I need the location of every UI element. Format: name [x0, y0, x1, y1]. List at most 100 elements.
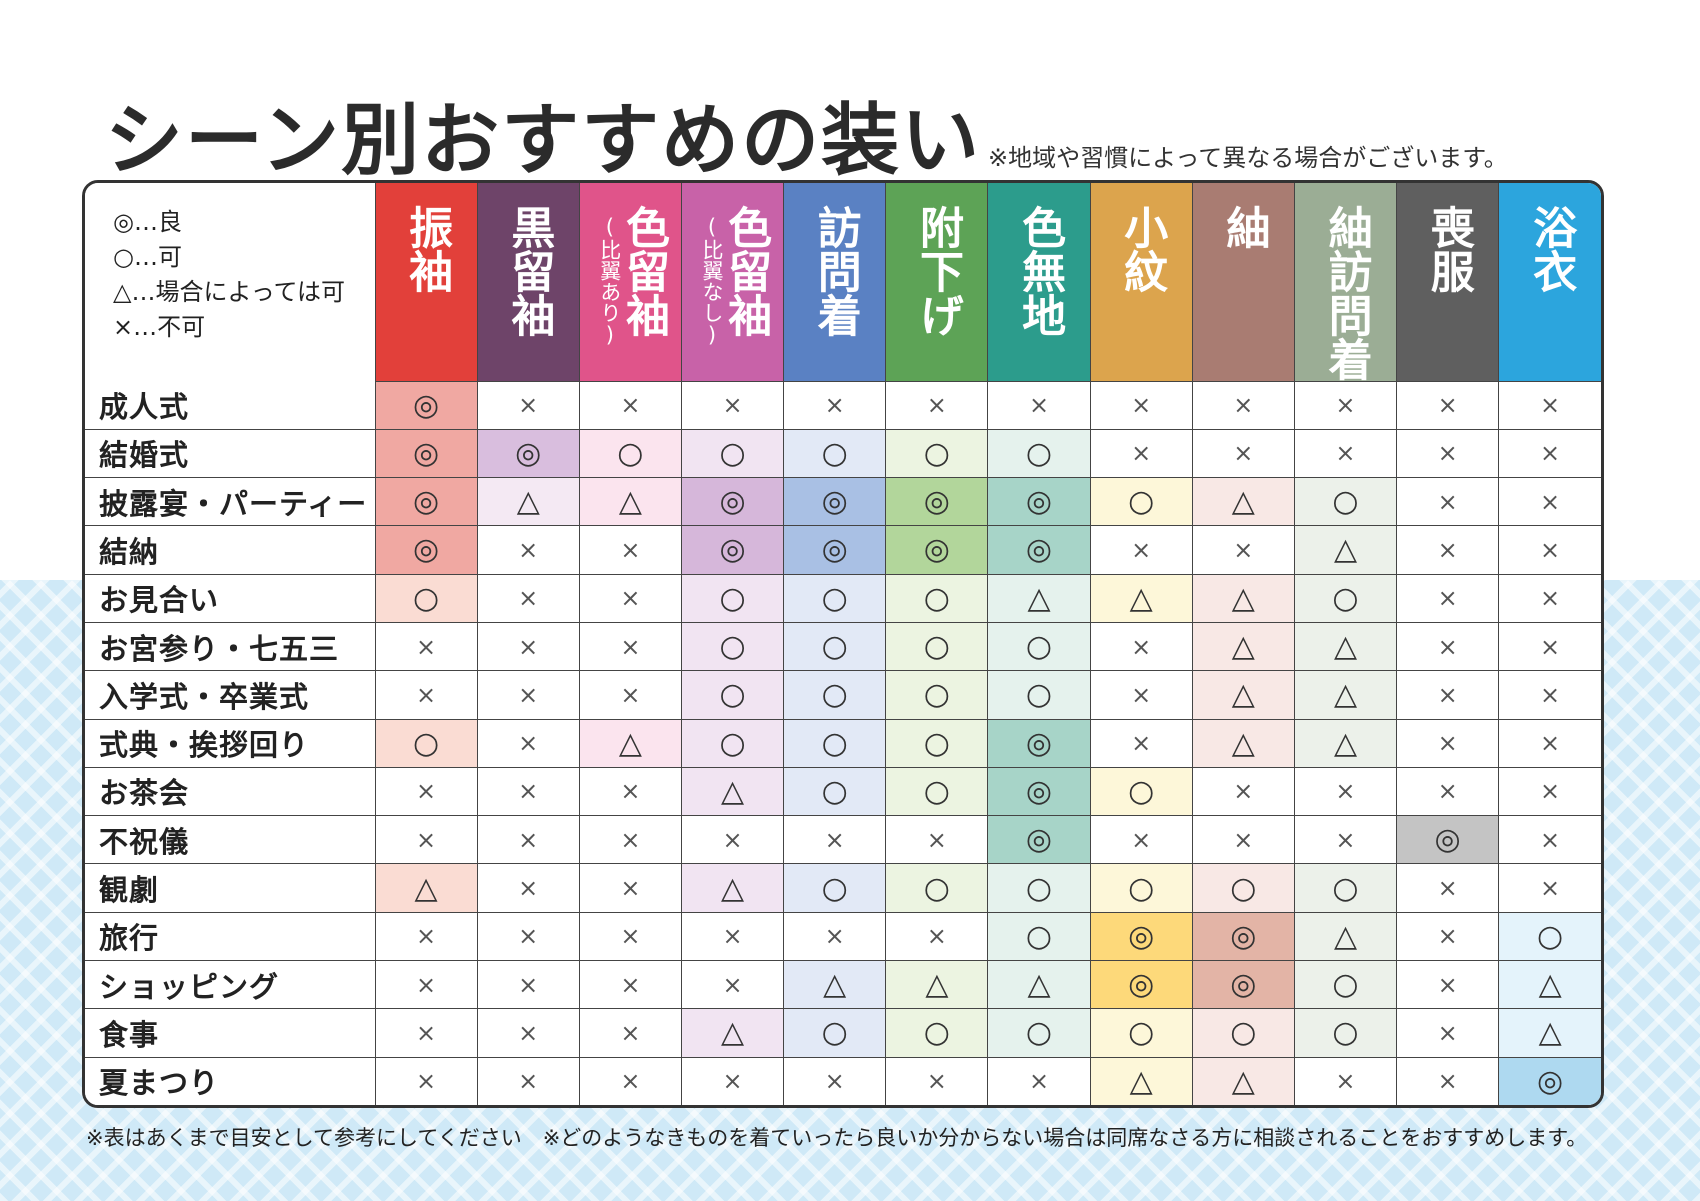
rating-cell: ○	[1191, 863, 1295, 913]
rating-cell: ×	[1498, 815, 1601, 865]
rating-cell: ×	[1396, 766, 1500, 817]
scene-label: 不祝儀	[85, 815, 376, 865]
rating-cell: ○	[1293, 863, 1398, 913]
rating-cell: ◎	[1396, 815, 1500, 865]
rating-cell: ×	[476, 1056, 580, 1105]
rating-cell: ×	[578, 1008, 682, 1058]
rating-cell: △	[1191, 573, 1295, 623]
rating-cell: ×	[578, 959, 682, 1010]
rating-cell: ○	[885, 1008, 989, 1058]
rating-cell: △	[680, 863, 785, 913]
rating-cell: △	[578, 718, 682, 768]
rating-cell: ○	[885, 428, 989, 479]
scene-label: 披露宴・パーティー	[85, 477, 376, 527]
rating-cell: ○	[1089, 766, 1193, 817]
rating-cell: ×	[783, 815, 887, 865]
rating-cell: ×	[680, 381, 785, 430]
rating-cell: ×	[680, 911, 785, 962]
rating-cell: ◎	[885, 525, 989, 575]
rating-cell: ×	[476, 381, 580, 430]
rating-cell: ◎	[783, 477, 887, 527]
rating-cell: ×	[1498, 381, 1601, 430]
rating-cell: ○	[885, 766, 989, 817]
rating-cell: ×	[1396, 670, 1500, 720]
rating-cell: ◎	[783, 525, 887, 575]
rating-cell: △	[1293, 525, 1398, 575]
rating-cell: ×	[578, 573, 682, 623]
rating-cell: ×	[1089, 621, 1193, 672]
rating-cell: ×	[1498, 621, 1601, 672]
rating-cell: ○	[885, 863, 989, 913]
rating-cell: △	[1498, 959, 1601, 1010]
rating-cell: ◎	[987, 525, 1091, 575]
rating-cell: ×	[1293, 381, 1398, 430]
table-row: 夏まつり × × × × × × × △ △ × × ◎	[85, 1056, 1601, 1105]
rating-cell: ×	[1293, 428, 1398, 479]
table-row: 入学式・卒業式 × × × ○ ○ ○ ○ × △ △ × ×	[85, 670, 1601, 720]
rating-cell: △	[578, 477, 682, 527]
scene-label: 結婚式	[85, 428, 376, 479]
rating-cell: ○	[1089, 863, 1193, 913]
column-header-mofuku: 喪服	[1396, 183, 1500, 382]
rating-cell: △	[783, 959, 887, 1010]
rating-cell: ×	[1396, 718, 1500, 768]
rating-cell: △	[1293, 911, 1398, 962]
rating-cell: ○	[783, 573, 887, 623]
rating-cell: ◎	[1089, 911, 1193, 962]
rating-cell: ×	[1396, 381, 1500, 430]
table-row: 結納 ◎ × × ◎ ◎ ◎ ◎ × × △ × ×	[85, 525, 1601, 575]
rating-cell: ○	[1293, 477, 1398, 527]
rating-cell: ×	[885, 1056, 989, 1105]
rating-cell: ×	[1498, 525, 1601, 575]
rating-cell: ×	[1293, 1056, 1398, 1105]
rating-cell: ○	[1191, 1008, 1295, 1058]
rating-cell: ○	[783, 428, 887, 479]
table-row: ショッピング × × × × △ △ △ ◎ ◎ ○ × △	[85, 959, 1601, 1010]
scene-label: 入学式・卒業式	[85, 670, 376, 720]
table-row: 披露宴・パーティー ◎ △ △ ◎ ◎ ◎ ◎ ○ △ ○ × ×	[85, 477, 1601, 527]
rating-cell: ◎	[374, 477, 478, 527]
rating-cell: ○	[680, 573, 785, 623]
rating-cell: ○	[680, 621, 785, 672]
rating-cell: ×	[476, 863, 580, 913]
rating-cell: ○	[885, 573, 989, 623]
rating-cell: ×	[476, 718, 580, 768]
rating-cell: ○	[885, 718, 989, 768]
rating-cell: ○	[783, 1008, 887, 1058]
rating-cell: ×	[1498, 670, 1601, 720]
rating-cell: ×	[1396, 1008, 1500, 1058]
legend-item-ok: ○…可	[113, 243, 182, 271]
rating-cell: ×	[1191, 766, 1295, 817]
rating-cell: △	[1191, 477, 1295, 527]
kimono-scene-table: ◎…良 ○…可 △…場合によっては可 ×…不可 振袖 黒留袖 色留袖 (比翼あり)…	[82, 180, 1604, 1108]
rating-cell: ◎	[374, 428, 478, 479]
rating-cell: ×	[987, 381, 1091, 430]
scene-label: 旅行	[85, 911, 376, 962]
rating-cell: ○	[783, 621, 887, 672]
rating-cell: ×	[578, 863, 682, 913]
rating-cell: ○	[1089, 477, 1193, 527]
legend-item-good: ◎…良	[113, 208, 182, 236]
rating-cell: ×	[680, 1056, 785, 1105]
rating-cell: ×	[987, 1056, 1091, 1105]
header-row: ◎…良 ○…可 △…場合によっては可 ×…不可 振袖 黒留袖 色留袖 (比翼あり)…	[85, 183, 1601, 382]
rating-cell: ○	[1089, 1008, 1193, 1058]
column-header-irotomesode-hiyoku-ari: 色留袖 (比翼あり)	[578, 183, 682, 382]
rating-cell: ×	[374, 670, 478, 720]
column-header-furisode: 振袖	[374, 183, 478, 382]
rating-cell: ×	[1089, 428, 1193, 479]
column-header-kurotomesode: 黒留袖	[476, 183, 580, 382]
column-subheader: (比翼なし)	[699, 215, 724, 347]
rating-cell: ◎	[374, 381, 478, 430]
rating-cell: ○	[987, 863, 1091, 913]
rating-cell: ×	[578, 525, 682, 575]
column-header-tsumugi-houmongi: 紬訪問着	[1293, 183, 1398, 382]
rating-cell: ○	[987, 621, 1091, 672]
rating-cell: ×	[374, 1008, 478, 1058]
rating-cell: ×	[578, 1056, 682, 1105]
scene-label: 食事	[85, 1008, 376, 1058]
rating-cell: △	[987, 959, 1091, 1010]
rating-cell: ×	[476, 815, 580, 865]
rating-cell: △	[1293, 718, 1398, 768]
rating-cell: ×	[476, 766, 580, 817]
